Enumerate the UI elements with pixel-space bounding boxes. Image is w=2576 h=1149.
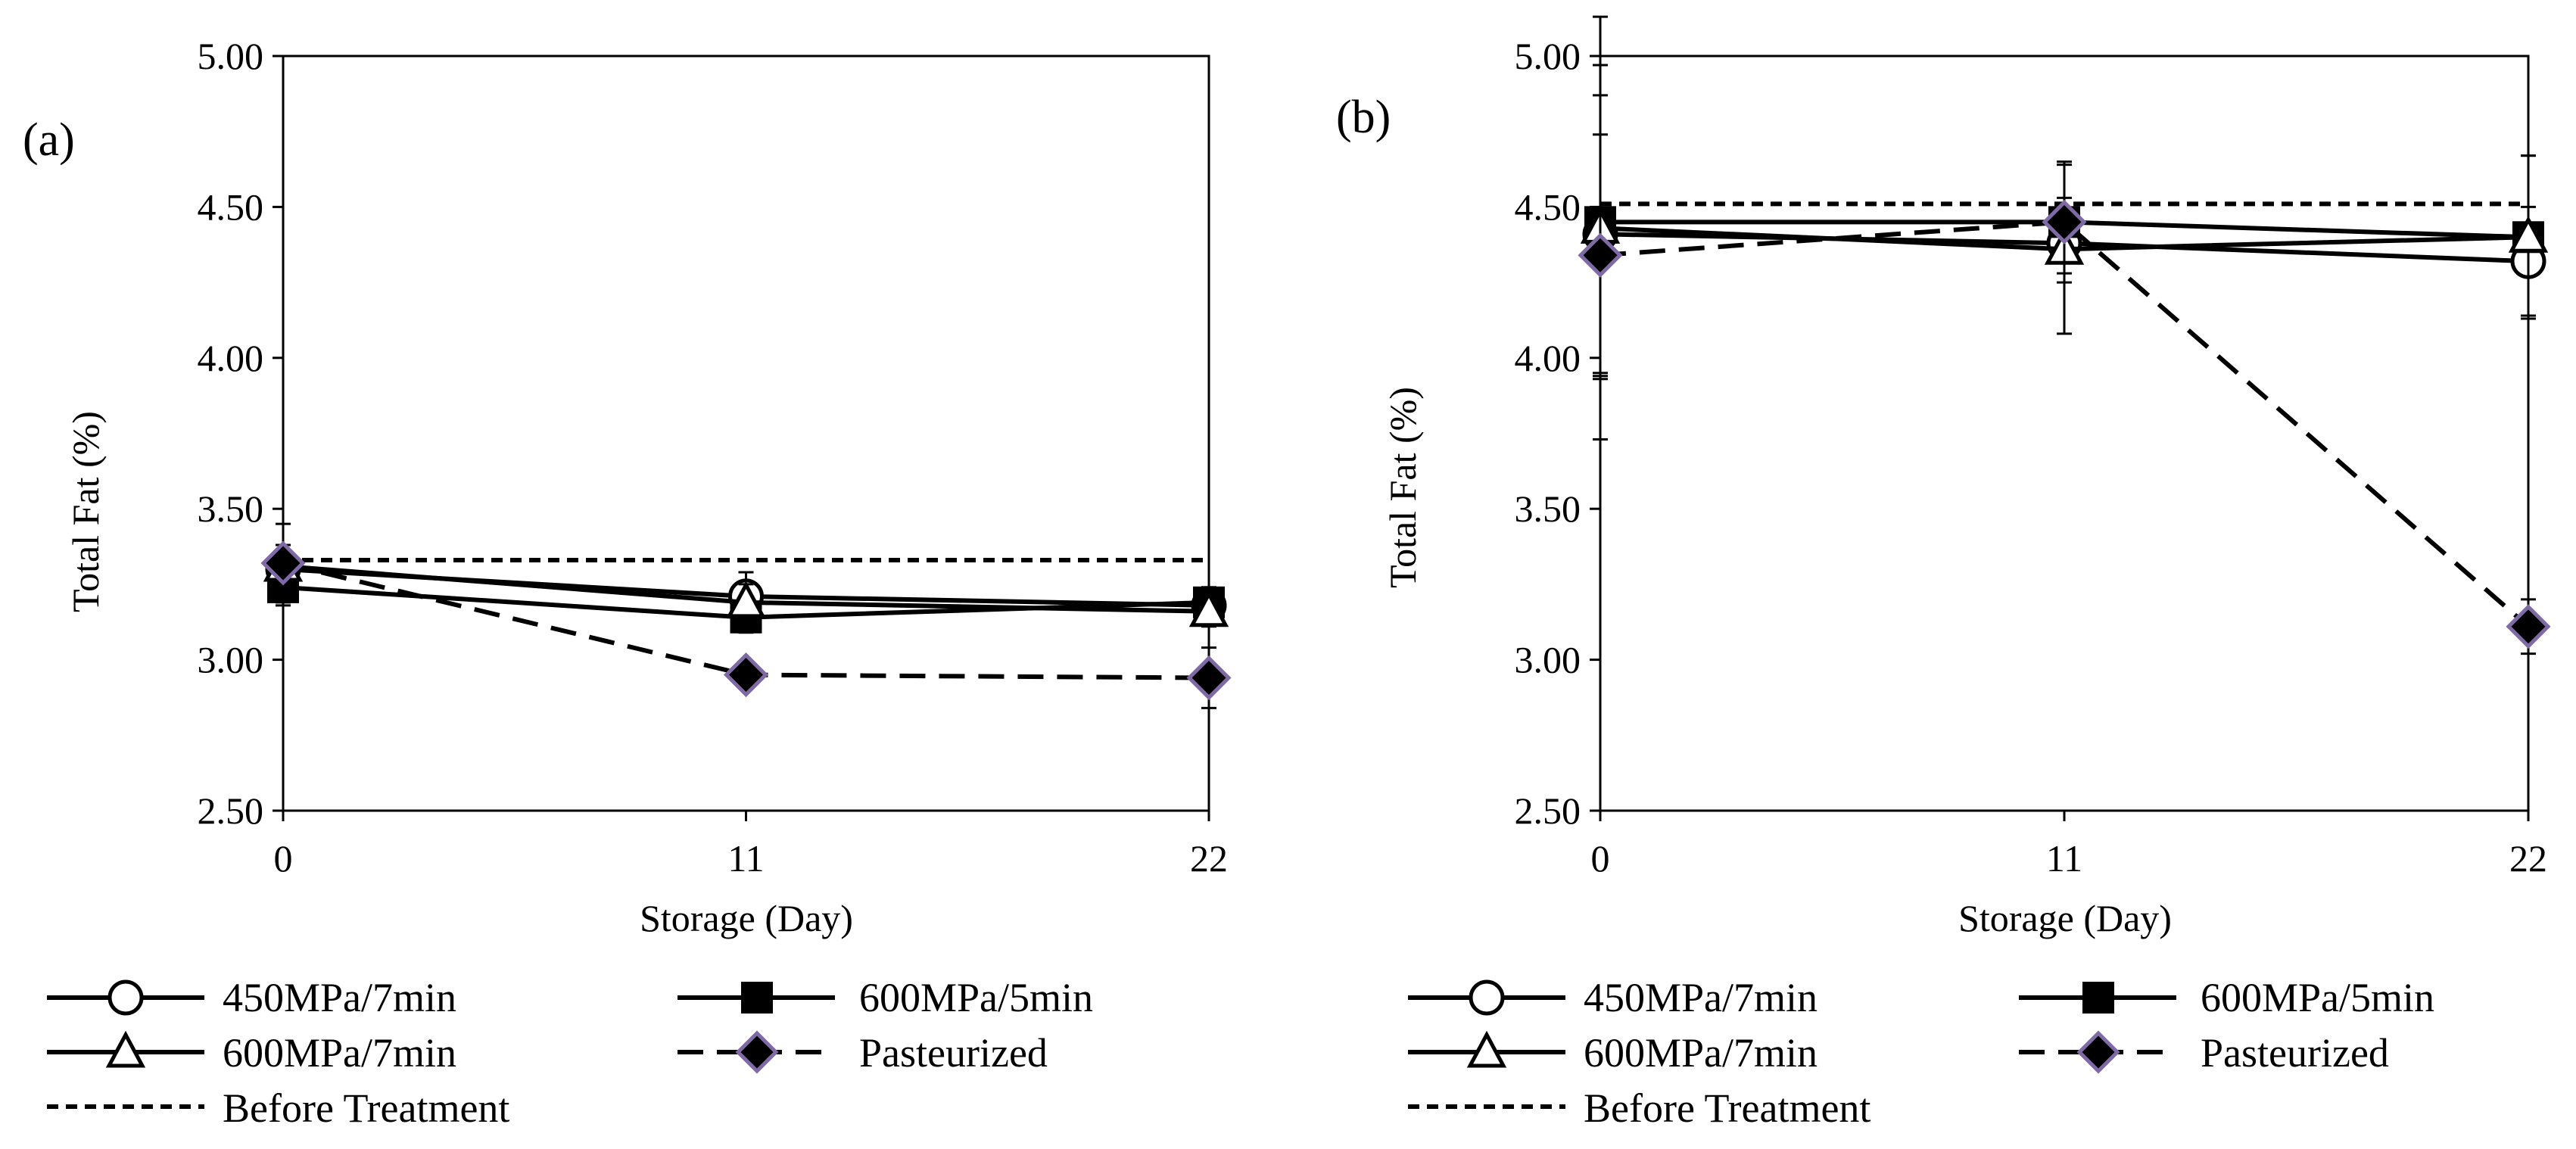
y-tick-label: 4.00 [1515,337,1581,379]
legend-b: 450MPa/7min 600MPa/5min 600MPa/7min Past… [1408,975,2434,1131]
triangle-marker-icon [105,1030,146,1068]
legend-item-600MPa-5min: 600MPa/5min [2019,975,2434,1020]
legend-label: 600MPa/5min [2201,975,2434,1020]
data-point-diamond [1578,232,1623,278]
x-tick-label: 22 [2509,837,2547,880]
data-point-triangle [2508,215,2549,253]
y-tick-label: 5.00 [1515,35,1581,77]
legend-label: Pasteurized [859,1030,1048,1076]
circle-marker-icon [107,979,144,1016]
legend-label: 450MPa/7min [223,975,456,1020]
triangle-marker-icon [1466,1030,1507,1068]
y-tick-label: 3.50 [1515,487,1581,530]
x-tick-label: 11 [727,837,764,880]
x-tick-label: 0 [274,837,293,880]
legend-label: Pasteurized [2201,1030,2389,1076]
diamond-marker-icon [2076,1030,2120,1074]
x-axis-label: Storage (Day) [640,897,853,939]
legend-item-600MPa-5min: 600MPa/5min [677,975,1093,1020]
chart-a: (a) Total Fat (%) Storage (Day) 2.50 3.00… [23,35,1232,939]
y-tick-label: 5.00 [198,35,264,77]
legend-label: 450MPa/7min [1584,975,1818,1020]
diamond-marker-icon [735,1030,779,1074]
y-tick-label: 3.00 [198,639,264,681]
series-line [1599,220,2530,628]
data-point-triangle [726,581,766,618]
legend-a: 450MPa/7min 600MPa/5min 600MPa/7min Past… [47,975,1093,1131]
data-point-triangle [1188,590,1229,627]
y-tick-label: 3.50 [198,487,264,530]
panel-label: (a) [23,114,75,166]
data-point-diamond [2506,604,2551,649]
square-marker-icon [741,982,773,1014]
y-tick-label: 4.50 [198,185,264,228]
legend-item-450MPa-7min: 450MPa/7min [1408,975,1818,1020]
chart-b: (b) Total Fat (%) Storage (Day) 2.50 3.00… [1336,15,2551,939]
legend-item-600MPa-7min: 600MPa/7min [47,1030,456,1076]
y-tick-label: 3.00 [1515,639,1581,681]
panel-label: (b) [1336,92,1391,143]
legend-item-before-treatment: Before Treatment [1408,1085,1870,1131]
x-tick-label: 22 [1190,837,1228,880]
data-point-diamond [1186,655,1232,701]
legend-label: 600MPa/7min [223,1030,456,1076]
circle-marker-icon [1469,979,1505,1016]
y-tick-label: 4.50 [1515,185,1581,228]
legend-label: Before Treatment [1584,1085,1870,1131]
legend-item-600MPa-7min: 600MPa/7min [1408,1030,1818,1076]
legend-item-450MPa-7min: 450MPa/7min [47,975,456,1020]
data-point-diamond [2042,199,2087,244]
series-pasteurized [260,522,1232,709]
x-tick-label: 0 [1591,837,1610,880]
data-point-diamond [260,540,306,586]
y-tick-label: 4.00 [198,337,264,379]
data-point-diamond [723,652,769,698]
legend-item-before-treatment: Before Treatment [47,1085,509,1131]
legend-item-pasteurized: Pasteurized [2019,1030,2389,1076]
y-tick-label: 2.50 [198,789,264,832]
y-tick-label: 2.50 [1515,789,1581,832]
legend-item-pasteurized: Pasteurized [677,1030,1048,1076]
legend-label: Before Treatment [223,1085,509,1131]
series-pasteurized [1578,133,2551,655]
x-axis-label: Storage (Day) [1958,897,2172,939]
square-marker-icon [2082,982,2114,1014]
y-axis-label: Total Fat (%) [1381,387,1424,588]
legend-label: 600MPa/5min [859,975,1093,1020]
legend-label: 600MPa/7min [1584,1030,1818,1076]
y-axis-label: Total Fat (%) [64,411,107,612]
x-tick-label: 11 [2046,837,2082,880]
